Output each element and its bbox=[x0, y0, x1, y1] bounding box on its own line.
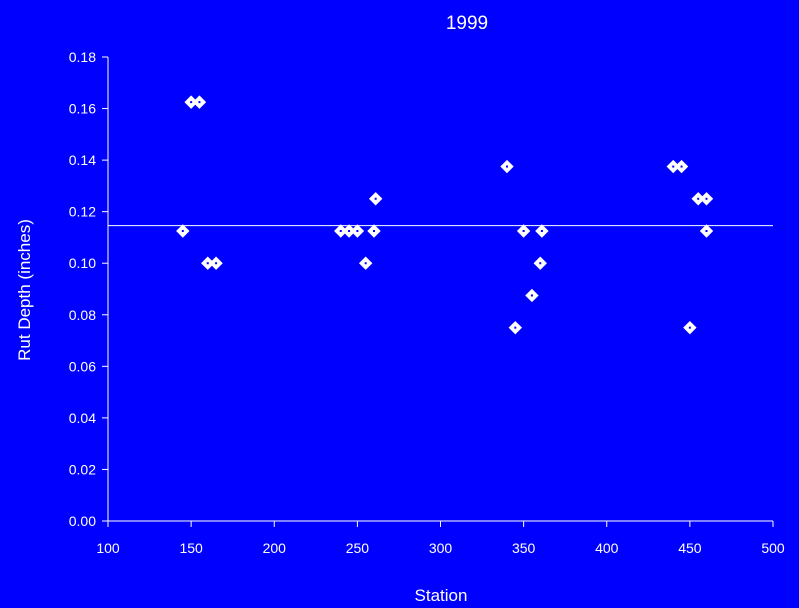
data-point-center bbox=[215, 262, 218, 265]
x-tick-label: 300 bbox=[429, 540, 453, 556]
x-axis-label: Station bbox=[415, 586, 468, 605]
y-tick-label: 0.08 bbox=[69, 307, 96, 323]
data-point-center bbox=[339, 230, 342, 232]
data-point-center bbox=[530, 294, 533, 297]
data-point-center bbox=[680, 165, 683, 168]
data-point-center bbox=[697, 197, 700, 200]
chart-title: 1999 bbox=[446, 13, 488, 34]
data-point-center bbox=[506, 165, 508, 168]
y-tick-label: 0.02 bbox=[69, 461, 96, 477]
data-point-center bbox=[688, 326, 691, 329]
x-tick-label: 400 bbox=[595, 540, 619, 556]
y-tick-label: 0.10 bbox=[69, 255, 96, 271]
x-tick-label: 150 bbox=[179, 540, 203, 556]
x-tick-label: 200 bbox=[263, 540, 287, 556]
data-point-center bbox=[206, 262, 209, 265]
data-point-center bbox=[705, 197, 708, 200]
y-tick-label: 0.16 bbox=[69, 101, 96, 117]
x-tick-label: 500 bbox=[761, 540, 785, 556]
x-tick-label: 450 bbox=[678, 540, 702, 556]
data-point-center bbox=[364, 262, 367, 265]
data-point-center bbox=[705, 230, 708, 232]
axes: 0.00 0.02 0.04 0.06 0.08 0.10 0.12 0.14 0.16 0.18… bbox=[69, 49, 785, 556]
data-point-center bbox=[540, 230, 543, 232]
x-tick-label: 250 bbox=[346, 540, 370, 556]
data-point-center bbox=[181, 230, 184, 232]
data-point-center bbox=[190, 101, 193, 104]
y-tick-label: 0.18 bbox=[69, 49, 96, 65]
data-point-center bbox=[198, 101, 201, 104]
data-point-center bbox=[514, 326, 517, 329]
x-tick-label: 100 bbox=[96, 540, 120, 556]
data-point-center bbox=[672, 165, 675, 168]
y-tick-label: 0.04 bbox=[69, 410, 96, 426]
y-axis-label: Rut Depth (inches) bbox=[15, 219, 34, 361]
data-point-center bbox=[348, 230, 351, 232]
y-tick-label: 0.00 bbox=[69, 513, 96, 529]
y-tick-label: 0.06 bbox=[69, 358, 96, 374]
y-tick-label: 0.12 bbox=[69, 204, 96, 220]
y-tick-label: 0.14 bbox=[69, 152, 96, 168]
x-tick-label: 350 bbox=[512, 540, 536, 556]
data-points bbox=[176, 95, 714, 335]
data-point-center bbox=[374, 197, 377, 200]
data-point-center bbox=[522, 230, 525, 232]
data-point-center bbox=[539, 262, 542, 265]
data-point-center bbox=[373, 230, 375, 232]
data-point-center bbox=[356, 230, 359, 232]
